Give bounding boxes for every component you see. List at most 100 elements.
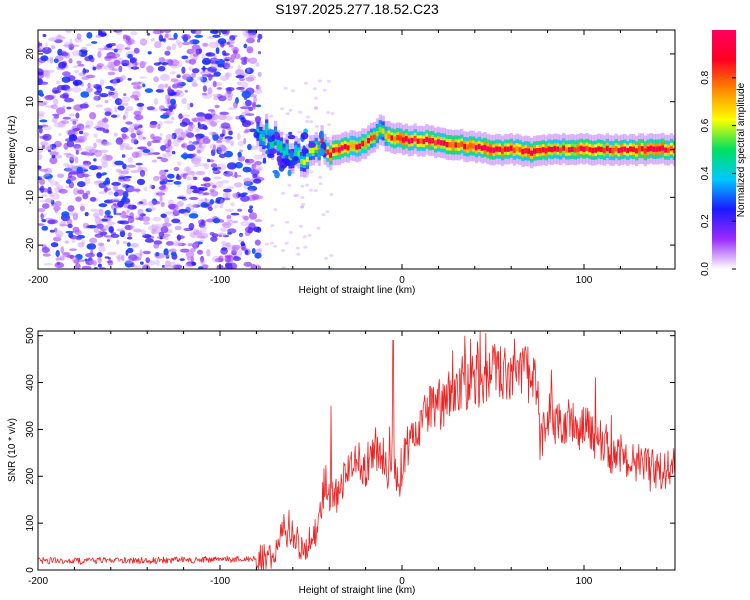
heatmap-cell [86,243,97,250]
heatmap-cell [210,163,218,169]
heatmap-cell [80,91,90,98]
heatmap-cell [524,148,528,154]
heatmap-cell [139,38,148,46]
heatmap-cell [94,149,103,157]
heatmap-cell [133,85,142,90]
x-tick-label: -100 [210,576,230,587]
heatmap-cell [193,228,199,236]
heatmap-cell [97,165,102,170]
heatmap-cell [240,117,246,123]
heatmap-cell [221,139,231,142]
heatmap-cell [120,214,127,220]
snr-panel: -200 -100 0 100 0 100 200 300 400 500 Height of … [7,327,676,596]
heatmap-cell [43,262,53,266]
heatmap-cell [175,39,180,45]
heatmap-cell [49,151,59,156]
heatmap-cell [486,146,490,152]
heatmap-cell [212,169,221,175]
heatmap-cell [235,75,245,79]
heatmap-cell [141,229,147,236]
y-tick-label: -20 [25,237,36,252]
heatmap-cell [305,183,309,187]
heatmap-cell [72,79,83,86]
x-tick-label: -200 [28,275,48,286]
heatmap-cell [212,80,217,88]
heatmap-cell [559,147,563,153]
heatmap-cell [218,114,227,121]
heatmap-cell [116,78,121,83]
heatmap-cell [85,120,94,127]
heatmap-cell [340,145,344,151]
heatmap-cell [53,115,60,119]
heatmap-cell [66,140,75,148]
heatmap-cell [173,166,180,172]
heatmap-cell [167,203,176,210]
heatmap-cell [257,38,261,43]
heatmap-cell [53,90,61,94]
heatmap-cell [147,51,152,55]
heatmap-cell [49,229,55,233]
heatmap-cell [253,131,260,139]
heatmap-cell [308,142,316,148]
heatmap-cell [62,105,66,109]
heatmap-cell [174,128,184,135]
heatmap-cell [38,111,46,117]
heatmap-cell [605,145,609,152]
heatmap-cell [244,226,253,233]
heatmap-cell [620,147,624,153]
heatmap-cell [113,202,117,207]
heatmap-cell [208,41,219,49]
heatmap-cell [46,143,53,151]
heatmap-cell [209,131,218,136]
snr-series-line [38,331,675,570]
heatmap-cell [255,62,260,67]
heatmap-cell [127,126,135,133]
heatmap-cell [225,242,231,247]
heatmap-cell [124,109,129,114]
heatmap-cell [134,264,138,269]
heatmap-cell [87,82,91,88]
heatmap-cell [119,143,125,151]
heatmap-cell [142,83,146,88]
heatmap-cell [139,169,146,177]
heatmap-cell [212,144,217,152]
heatmap-cell [89,112,97,120]
heatmap-cell [202,57,211,65]
heatmap-cell [300,196,305,199]
heatmap-cell [259,133,263,140]
heatmap-cell [313,189,318,193]
heatmap-cell [127,204,137,210]
heatmap-cell [69,118,79,122]
heatmap-cell [212,120,221,123]
heatmap-cell [165,134,174,141]
heatmap-cell [58,188,68,194]
heatmap-cell [100,228,107,232]
heatmap-cell [223,30,230,35]
heatmap-cell [43,173,50,177]
heatmap-cell [44,73,51,79]
heatmap-cell [220,247,228,255]
heatmap-cell [220,146,228,152]
heatmap-cell [579,145,583,151]
heatmap-cell [255,116,261,124]
heatmap-cell [93,95,101,101]
heatmap-cell [213,95,219,101]
heatmap-cell [235,161,243,169]
heatmap-cell [245,113,255,116]
heatmap-cell [222,197,231,201]
heatmap-cell [96,127,106,131]
heatmap-cell [181,66,186,74]
heatmap-cell [282,158,289,162]
heatmap-cell [69,155,78,161]
heatmap-cell [283,86,288,90]
heatmap-cell [474,145,478,151]
heatmap-cell [222,52,230,56]
heatmap-cell [454,142,458,148]
heatmap-cell [175,175,182,181]
heatmap-cell [109,88,116,91]
heatmap-cell [99,93,109,98]
heatmap-cell [120,75,127,80]
heatmap-cell [38,223,45,226]
heatmap-cell [158,231,165,238]
heatmap-cell [246,46,254,54]
